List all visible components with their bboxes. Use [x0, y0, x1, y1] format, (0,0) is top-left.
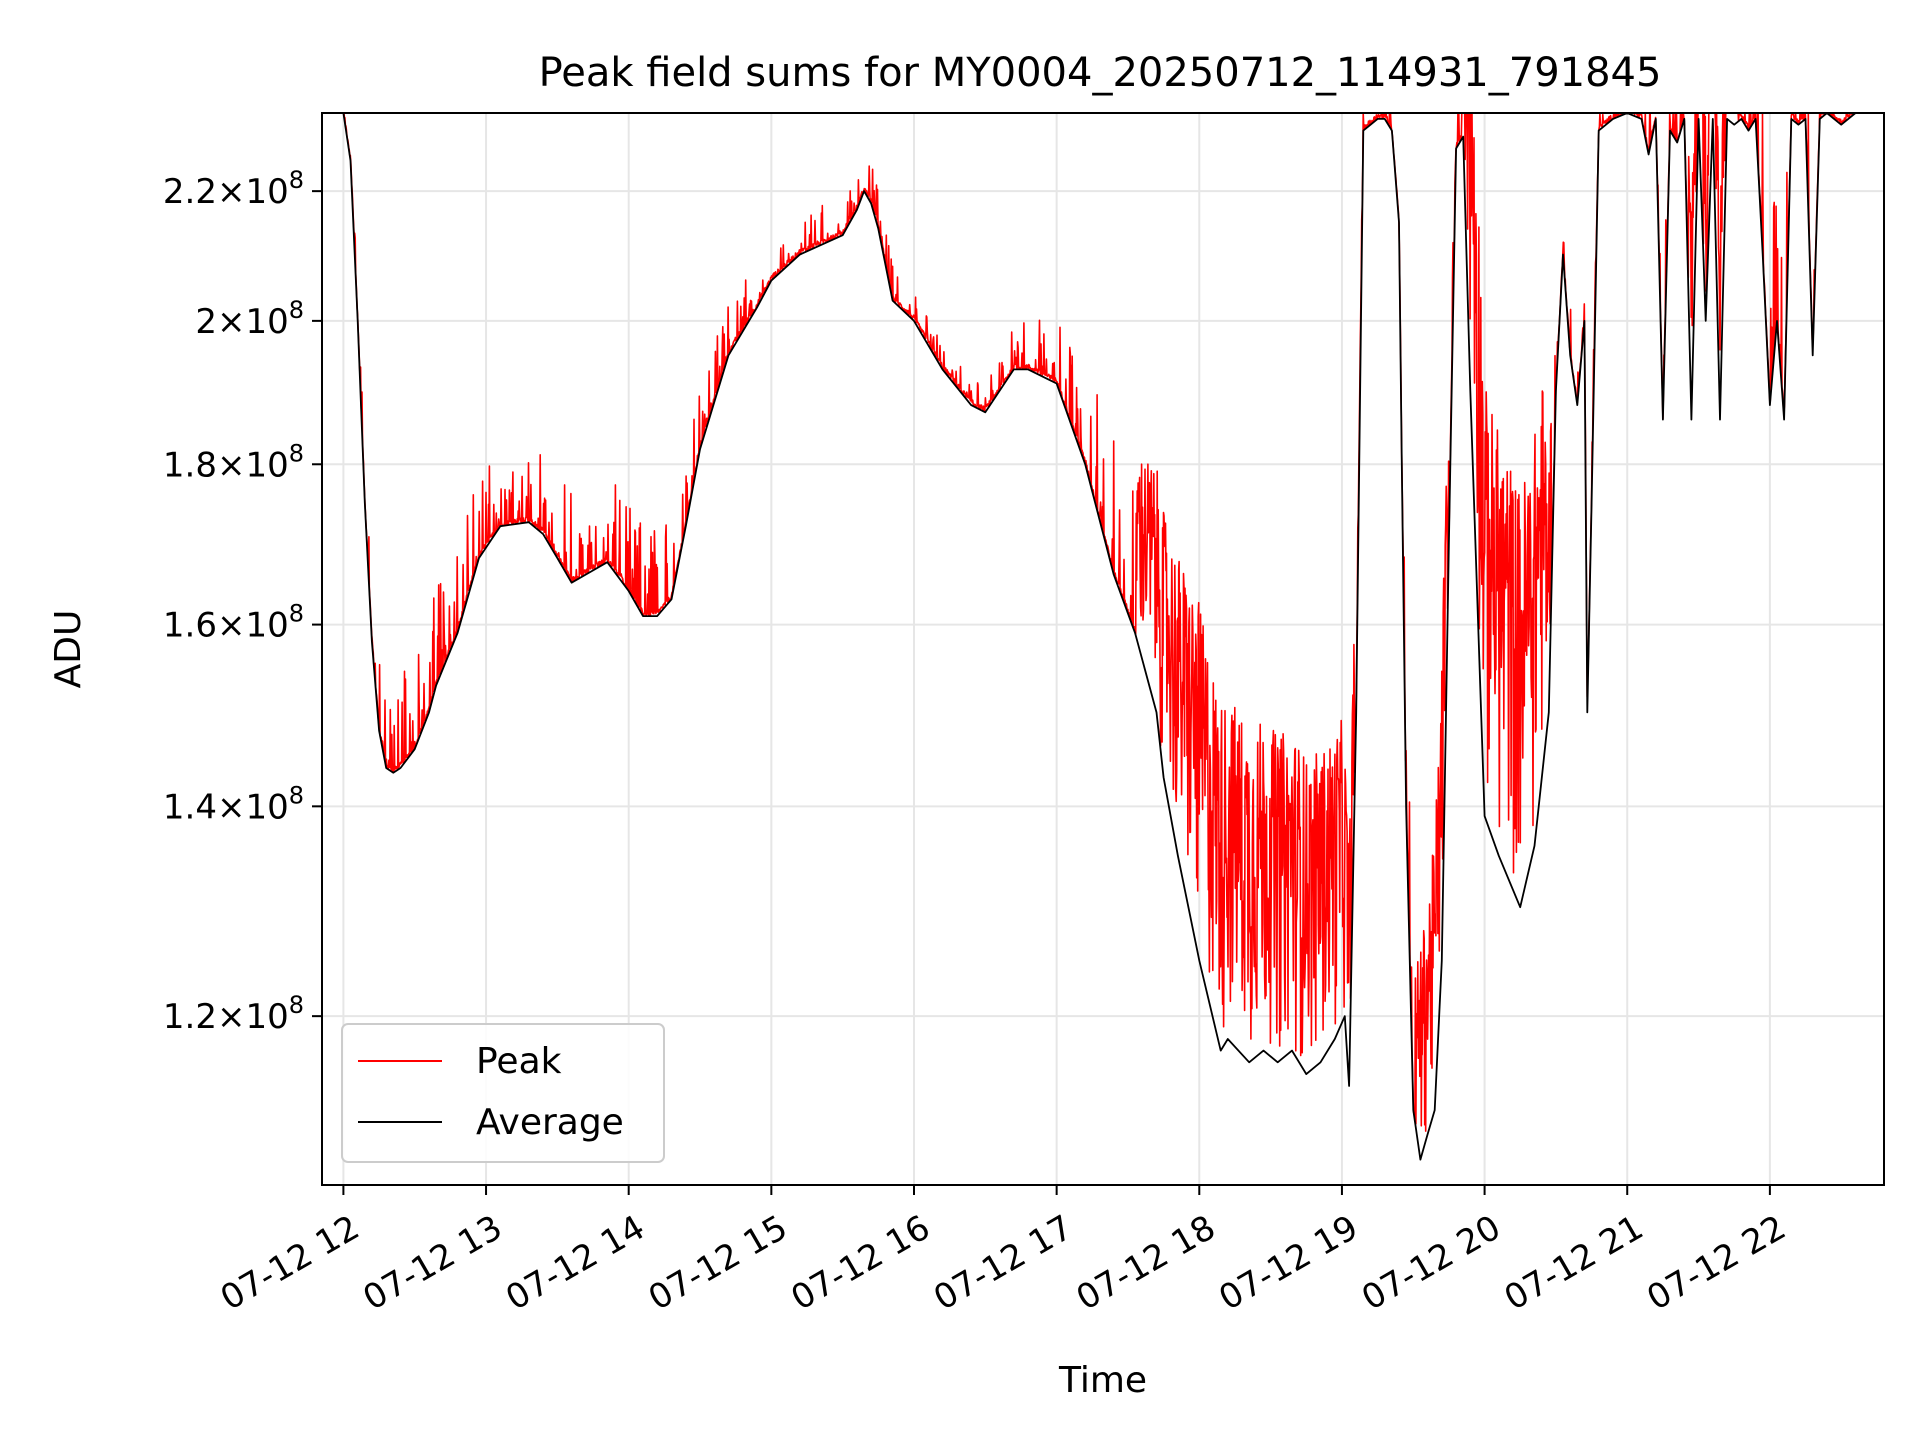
legend-average-label: Average	[476, 1102, 624, 1143]
y-tick-label: 1.6×108	[163, 600, 304, 646]
chart-title: Peak field sums for MY0004_20250712_1149…	[539, 50, 1662, 96]
series-average-line	[322, 113, 1857, 1161]
y-tick-label: 1.8×108	[163, 439, 304, 485]
legend-box	[341, 1023, 665, 1163]
plot-frame	[321, 112, 1885, 1186]
x-axis-label: Time	[1058, 1360, 1147, 1401]
y-tick-label: 1.2×108	[163, 991, 304, 1037]
y-tick-label: 2.2×108	[163, 166, 304, 212]
legend: Peak Average	[341, 1023, 665, 1163]
legend-peak-label: Peak	[476, 1041, 562, 1082]
y-tick-label: 1.4×108	[163, 781, 304, 827]
y-axis-label: ADU	[48, 610, 89, 689]
y-axis: 1.2×108 1.4×108 1.6×108 1.8×108 2×108 2.2×108	[163, 166, 322, 1037]
y-tick-label: 2×108	[195, 296, 304, 342]
